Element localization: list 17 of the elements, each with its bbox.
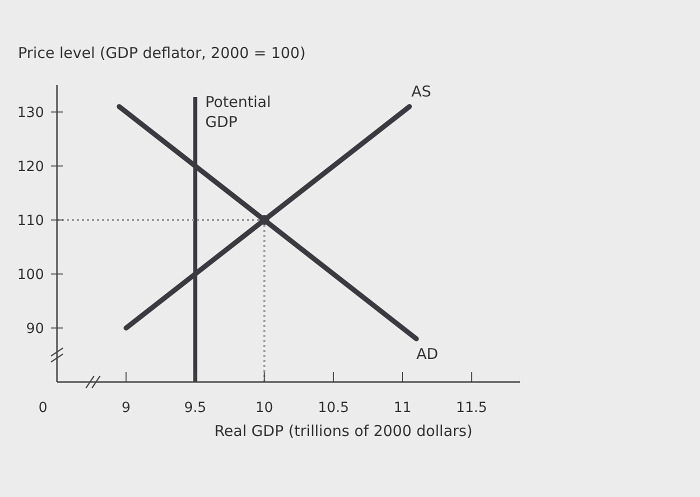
x-tick-label: 11 xyxy=(394,400,412,416)
x-tick-label: 9 xyxy=(122,400,131,416)
text: 0 xyxy=(38,400,48,416)
x-axis-title: Real GDP (trillions of 2000 dollars) xyxy=(214,422,472,440)
y-axis-title: Price level (GDP deflator, 2000 = 100) xyxy=(18,44,306,62)
x-tick-label: 9.5 xyxy=(184,400,206,416)
y-tick-label: 120 xyxy=(17,159,44,175)
series-label: AD xyxy=(416,344,438,363)
x-tick-label: 10 xyxy=(255,400,274,416)
y-tick-label: 90 xyxy=(26,321,44,337)
ref-line-label: Potential GDP xyxy=(205,93,271,131)
y-tick-label: 100 xyxy=(17,267,44,283)
x-tick-label: 10.5 xyxy=(318,400,350,416)
y-tick-label: 110 xyxy=(17,213,44,229)
y-tick-label: 130 xyxy=(17,105,44,121)
series-label: AS xyxy=(411,82,432,101)
x-tick-label: 11.5 xyxy=(456,400,488,416)
